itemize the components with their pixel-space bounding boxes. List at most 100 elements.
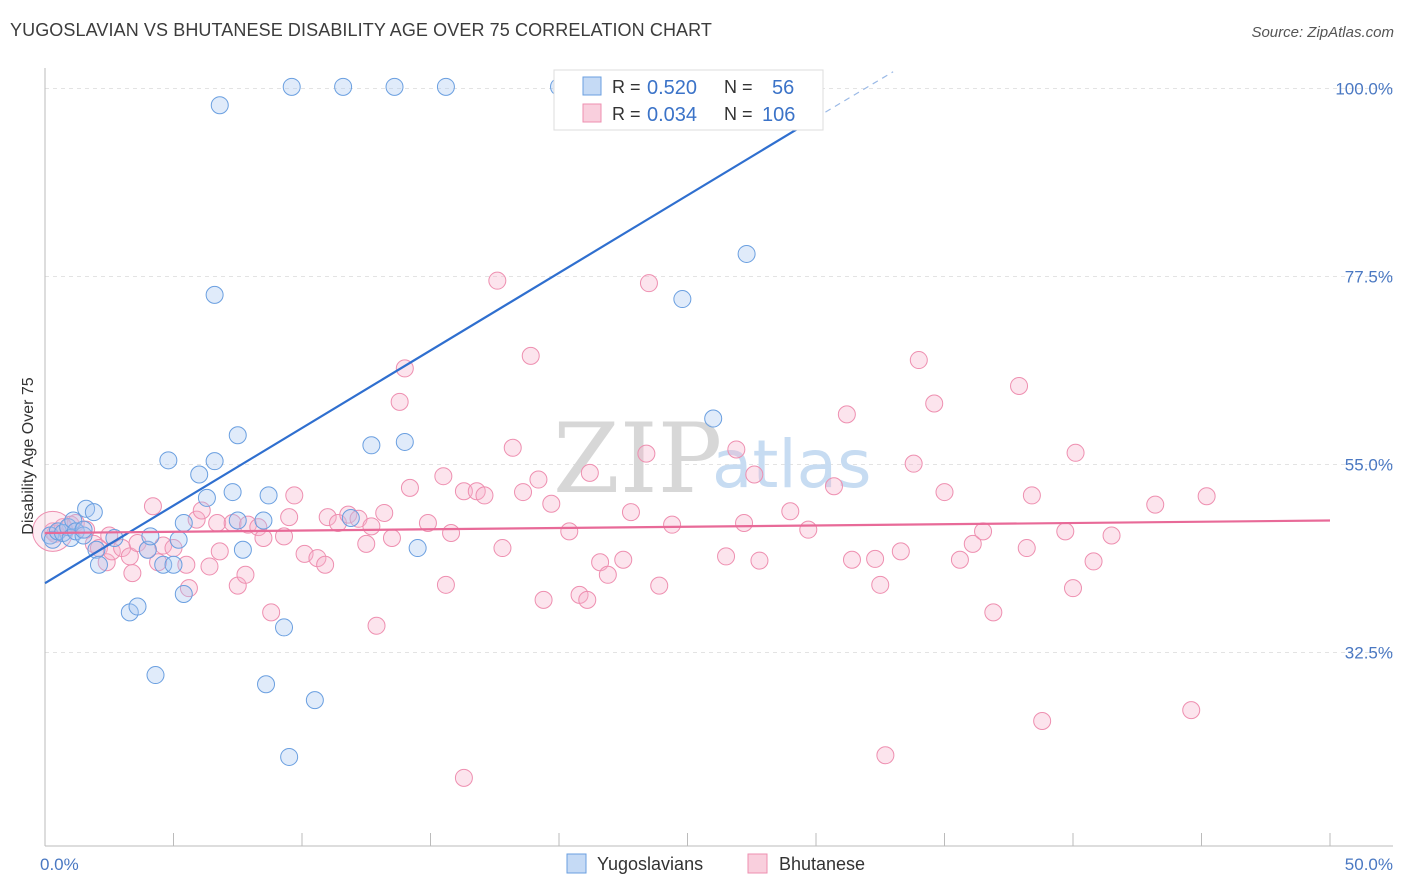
bhutanese-point [454,482,473,501]
bhutanese-point [521,346,540,365]
bhutanese-point [390,392,409,411]
bhutanese-point [367,616,386,635]
bhutanese-point [493,539,512,558]
source-label: Source: ZipAtlas.com [1251,24,1394,41]
bhutanese-point [275,527,294,546]
bhutanese-point [717,547,736,566]
bhutanese-point [1056,522,1075,541]
bhutanese-point [308,549,327,568]
legend-r-value-yugoslavians: 0.520 [647,77,697,99]
bottom-legend-swatch-yugoslavians [566,853,587,874]
bhutanese-point [735,513,754,532]
bhutanese-point [177,555,196,574]
yugoslavian-point [138,540,157,559]
bhutanese-point [400,478,419,497]
bottom-legend-swatch-bhutanese [747,853,768,874]
bhutanese-point [1102,526,1121,545]
watermark-zip: ZIP [553,403,722,515]
y-tick-label: 77.5% [1345,268,1393,287]
yugoslavian-point [164,555,183,574]
bhutanese-point [876,746,895,765]
yugoslavian-point [190,465,209,484]
bottom-legend-label-yugoslavians: Yugoslavians [597,854,703,874]
bhutanese-point [1066,443,1085,462]
bhutanese-point [904,454,923,473]
bhutanese-point [925,394,944,413]
yugoslavian-point [43,530,62,549]
yugoslavian-trend-line-extension [815,71,894,119]
yugoslavian-point [128,597,147,616]
bhutanese-point [824,477,843,496]
yugoslavian-point [169,530,188,549]
bhutanese-point [534,590,553,609]
bhutanese-point [210,542,229,561]
trend-lines [44,71,1331,585]
yugoslavian-point [74,520,93,539]
legend-n-value-bhutanese: 106 [762,104,795,126]
y-axis-title: Disability Age Over 75 [20,377,37,535]
legend-n-label-bhutanese: N = [724,104,753,124]
bhutanese-points [32,271,1216,787]
bhutanese-point [375,503,394,522]
bhutanese-point [1064,579,1082,598]
bhutanese-point [285,486,304,505]
bhutanese-point [745,465,764,484]
bhutanese-point [1197,487,1216,506]
bhutanese-point [442,524,461,543]
bhutanese-point [236,565,255,584]
yugoslavian-points [41,77,756,766]
bhutanese-point [503,438,522,457]
yugoslavian-point [254,511,273,530]
yugoslavian-point [159,451,178,470]
yugoslavian-point [174,513,193,532]
bhutanese-point [1022,486,1041,505]
bhutanese-point [580,463,599,482]
legend-r-value-bhutanese: 0.034 [647,104,697,126]
y-tick-labels: 100.0% 77.5% 55.0% 32.5% [1335,80,1393,663]
yugoslavian-point [205,285,224,304]
bhutanese-point [179,579,198,598]
bhutanese-point [663,515,682,534]
yugoslavian-point [64,511,83,530]
bhutanese-point [1010,376,1029,395]
bhutanese-point [974,522,993,541]
bhutanese-point [837,405,856,424]
bhutanese-point [891,542,910,561]
bhutanese-point [1084,552,1103,571]
bhutanese-point [935,483,954,502]
yugoslavian-point [408,539,427,558]
yugoslavian-point [197,488,216,507]
yugoslavian-point [174,585,193,604]
legend-swatch-yugoslavians [582,76,602,96]
bhutanese-point [149,553,168,572]
bhutanese-trend-line [44,519,1331,535]
yugoslavian-point [228,426,247,445]
yugoslavian-point [257,675,276,694]
yugoslavian-point [334,77,353,96]
yugoslavian-point [154,555,173,574]
y-tick-label: 100.0% [1335,80,1393,99]
legend-n-label-yugoslavians: N = [724,77,753,97]
bottom-legend: Yugoslavians Bhutanese [566,853,865,874]
bhutanese-point [488,271,507,290]
bhutanese-point [866,549,885,568]
bhutanese-point [639,274,658,293]
bhutanese-point [529,470,548,489]
bhutanese-point [542,494,561,513]
bhutanese-point [750,551,769,570]
bhutanese-point [514,483,533,502]
bhutanese-point [560,522,579,541]
bhutanese-point [799,520,818,539]
bhutanese-point [454,768,473,787]
bhutanese-point [357,534,376,553]
bhutanese-point [871,575,890,594]
bhutanese-point [621,503,640,522]
yugoslavian-point [280,747,299,766]
yugoslavian-point [205,452,224,471]
yugoslavian-point [436,77,455,96]
yugoslavian-point [141,527,160,546]
bhutanese-point [1146,495,1165,514]
yugoslavian-point [737,244,756,263]
yugoslavian-point [223,483,242,502]
